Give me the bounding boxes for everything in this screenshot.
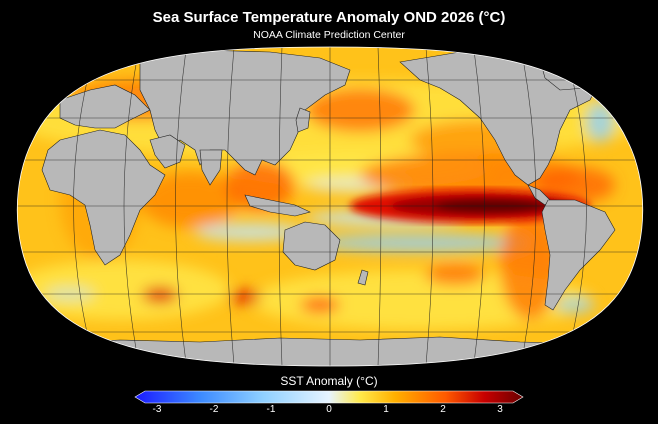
globe-outline — [16, 46, 644, 367]
colorbar-bar — [134, 390, 524, 404]
colorbar-tick-label: 0 — [326, 404, 332, 415]
indonesia-landmass — [244, 194, 311, 217]
europe-landmass — [59, 84, 151, 129]
colorbar-ticks: -3 -2 -1 0 1 2 3 — [0, 404, 658, 418]
colorbar-tick-label: 1 — [383, 404, 389, 415]
colorbar-tick-label: -1 — [266, 404, 276, 415]
colorbar — [134, 390, 524, 404]
colorbar-tick-label: 2 — [440, 404, 446, 415]
colorbar-title: SST Anomaly (°C) — [280, 374, 378, 388]
map-subtitle: NOAA Climate Prediction Center — [253, 29, 405, 41]
colorbar-tick-label: -3 — [152, 404, 162, 415]
globe — [17, 47, 643, 366]
colorbar-tick-label: -2 — [209, 404, 219, 415]
map-title: Sea Surface Temperature Anomaly OND 2026… — [152, 9, 506, 26]
africa-landmass — [41, 129, 166, 266]
india-landmass — [199, 149, 223, 186]
colorbar-tick-label: 3 — [497, 404, 503, 415]
australia-landmass — [282, 221, 341, 271]
south-america-landmass — [541, 199, 616, 311]
graticule — [17, 47, 643, 366]
new-zealand-landmass — [357, 269, 369, 286]
